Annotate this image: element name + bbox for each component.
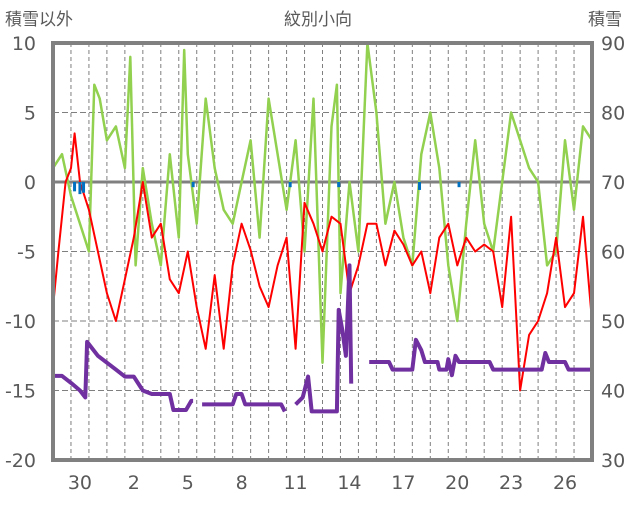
precipitation-bar <box>82 182 86 193</box>
right-tick-label: 90 <box>601 33 625 55</box>
purple-series-line <box>369 337 592 378</box>
left-tick-label: -15 <box>5 381 36 403</box>
precipitation-bar <box>191 182 195 188</box>
tick-labels: 10 90 5 80 0 70 -5 60 -10 50 -15 40 -20 30 30 2 5 8 11 14 17… <box>5 33 625 494</box>
x-tick-label: 2 <box>128 472 140 494</box>
left-axis-title: 積雪以外 <box>5 10 73 30</box>
precipitation-bar <box>78 182 82 195</box>
precipitation-bar <box>337 182 341 188</box>
left-tick-label: 5 <box>24 103 36 125</box>
green-series-line <box>51 41 594 364</box>
x-tick-label: 26 <box>553 472 577 494</box>
right-tick-label: 40 <box>601 381 625 403</box>
right-tick-label: 60 <box>601 242 625 264</box>
precipitation-bar <box>288 182 292 188</box>
right-tick-label: 70 <box>601 172 625 194</box>
precipitation-bar <box>457 182 461 188</box>
left-tick-label: -10 <box>5 311 36 333</box>
series-layer <box>51 41 594 414</box>
x-tick-label: 8 <box>236 472 248 494</box>
x-tick-label: 23 <box>499 472 523 494</box>
x-tick-label: 11 <box>283 472 307 494</box>
x-tick-label: 30 <box>68 472 92 494</box>
left-tick-label: 10 <box>12 33 36 55</box>
purple-series-line <box>53 339 194 412</box>
left-tick-label: 0 <box>24 172 36 194</box>
precipitation-bar <box>73 182 77 192</box>
right-axis-title: 積雪 <box>588 10 622 30</box>
purple-series-line <box>294 263 354 414</box>
chart-title: 紋別小向 <box>284 10 352 30</box>
right-tick-label: 80 <box>601 103 625 125</box>
right-tick-label: 50 <box>601 311 625 333</box>
purple-series-line <box>202 392 287 413</box>
left-tick-label: -20 <box>5 450 36 472</box>
left-tick-label: -5 <box>17 242 36 264</box>
precipitation-bar <box>418 182 422 190</box>
x-tick-label: 17 <box>391 472 415 494</box>
plot-frame <box>51 41 594 462</box>
right-tick-label: 30 <box>601 450 625 472</box>
x-tick-label: 5 <box>182 472 194 494</box>
red-series-line <box>52 132 593 392</box>
x-tick-label: 14 <box>337 472 361 494</box>
x-tick-label: 20 <box>445 472 469 494</box>
